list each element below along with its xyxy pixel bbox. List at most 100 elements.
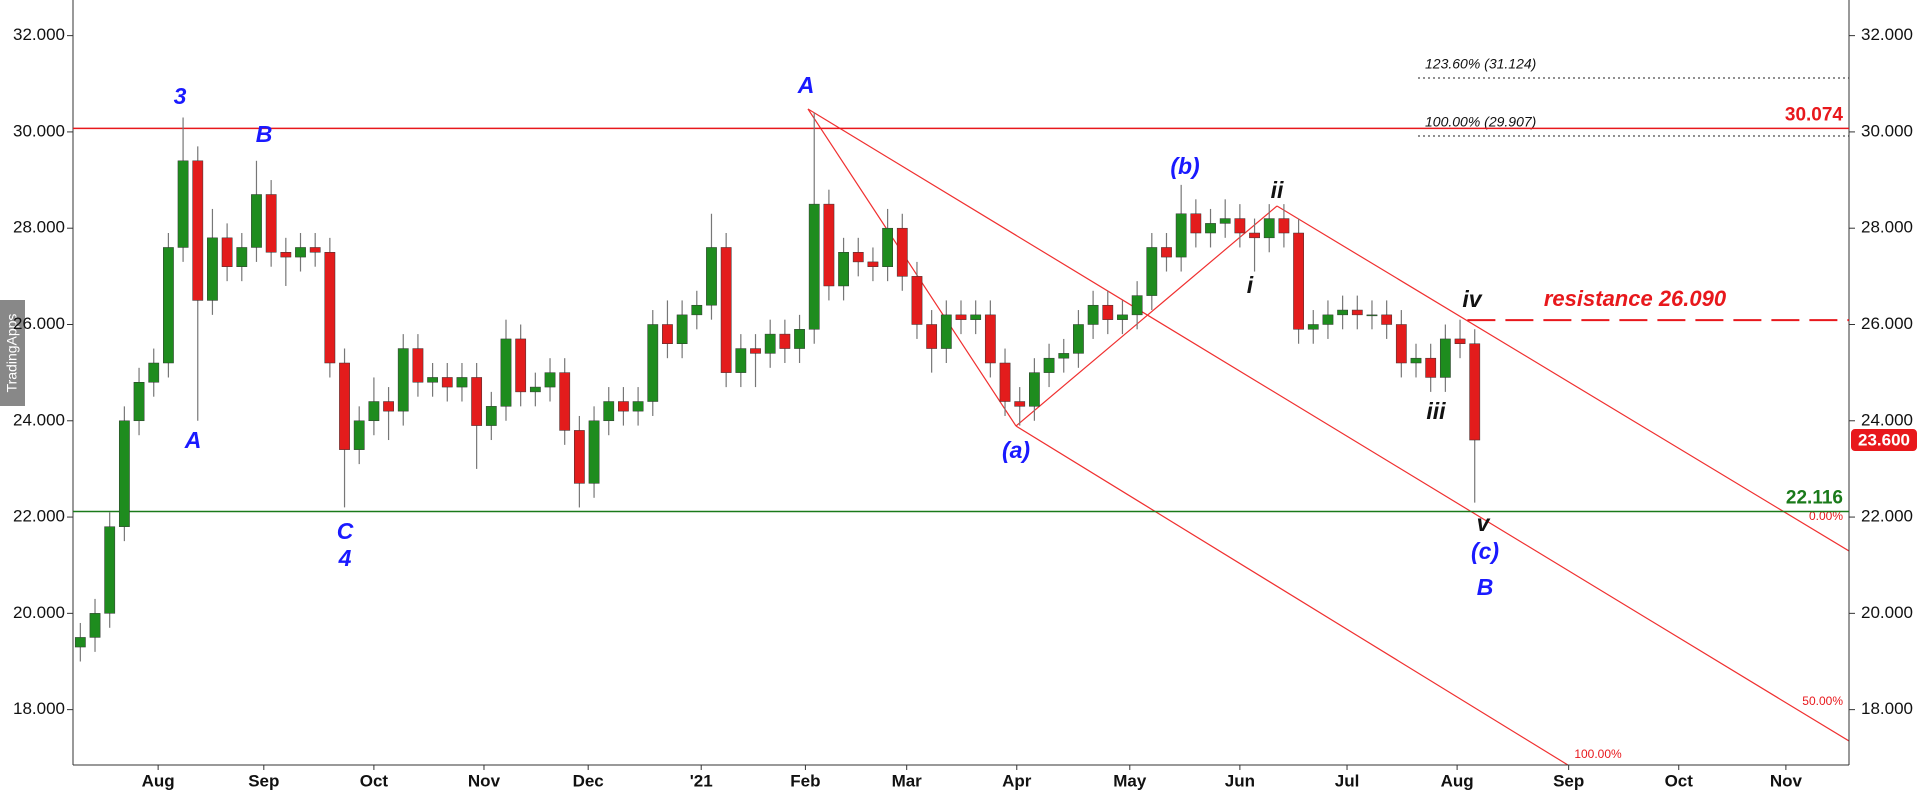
fib-label: 100.00% [1574, 747, 1622, 761]
candle-body [882, 227, 893, 267]
y-tick-label: 26.000 [13, 314, 65, 333]
price-tag-label: 23.600 [1858, 431, 1910, 450]
fib-label: 50.00% [1802, 694, 1843, 708]
x-tick-label: Aug [1441, 771, 1474, 790]
wave-label: ii [1271, 177, 1284, 203]
candle-body [427, 377, 438, 383]
candle-body [794, 329, 805, 349]
candle-body [1263, 218, 1275, 239]
candle-body [1425, 357, 1437, 378]
wave-label: A [797, 72, 815, 98]
channel-bottom [1015, 425, 1570, 765]
candle-body [265, 194, 277, 253]
candle-body [779, 333, 791, 349]
candle-body [500, 338, 512, 407]
candle-body [1381, 314, 1393, 325]
candle-body [1454, 338, 1466, 344]
candle-body [148, 362, 160, 383]
channel-mid [807, 108, 1849, 742]
y-tick-label: 28.000 [1861, 218, 1913, 237]
candle-body [163, 247, 174, 364]
wave-label: iii [1426, 398, 1446, 424]
candle-body [192, 160, 204, 301]
candle-body [1249, 232, 1260, 239]
wave-label: iv [1462, 286, 1482, 312]
candle-body [955, 314, 967, 320]
candle-body [515, 338, 527, 393]
candle-body [1175, 213, 1187, 258]
watermark-box [0, 300, 25, 406]
x-tick-label: Feb [790, 771, 820, 790]
candle-body [353, 420, 365, 450]
x-tick-label: Nov [1770, 771, 1803, 790]
x-tick-label: Aug [142, 771, 175, 790]
wave-label: (c) [1471, 538, 1499, 564]
y-tick-label: 30.000 [13, 121, 65, 140]
candle-body [441, 377, 453, 388]
candle-body [647, 324, 659, 402]
y-tick-label: 22.000 [1861, 507, 1913, 526]
candle-body [544, 372, 556, 388]
x-tick-label: '21 [690, 771, 713, 790]
candle-body [1469, 343, 1481, 441]
y-tick-label: 18.000 [13, 699, 65, 718]
candle-body [838, 252, 849, 287]
fib-label: 100.00% (29.907) [1425, 114, 1536, 130]
candle-body [1439, 338, 1451, 378]
y-tick-label: 32.000 [1861, 25, 1913, 44]
y-tick-label: 32.000 [13, 25, 65, 44]
candle-body [852, 252, 864, 263]
candle-body [1337, 309, 1349, 316]
candle-body [1322, 314, 1334, 325]
candle-body [1161, 247, 1172, 258]
candle-body [867, 261, 879, 267]
candle-body [588, 420, 600, 484]
x-tick-label: Oct [1665, 771, 1694, 790]
candle-body [118, 420, 130, 527]
y-tick-label: 22.000 [13, 507, 65, 526]
wave-label: v [1477, 510, 1491, 536]
candle-body [720, 247, 732, 373]
channel-lines [807, 108, 1849, 765]
candle-body [1073, 324, 1084, 354]
candle-body [940, 314, 952, 349]
candle-body [1307, 324, 1319, 330]
candle-body [1014, 401, 1026, 407]
x-tick-label: Oct [360, 771, 389, 790]
candle-body [221, 237, 233, 267]
candle-body [764, 333, 776, 354]
candle-body [1102, 304, 1114, 320]
x-tick-label: Sep [248, 771, 279, 790]
x-tick-label: Mar [892, 771, 923, 790]
fib-label: 0.00% [1809, 509, 1843, 523]
candle-body [691, 304, 703, 316]
candle-body [383, 401, 394, 412]
candle-body [559, 372, 571, 431]
y-tick-label: 20.000 [13, 603, 65, 622]
x-tick-label: Dec [573, 771, 604, 790]
candle-body [1351, 309, 1363, 316]
candle-body [1131, 295, 1143, 316]
candle-body [471, 377, 483, 426]
level-label: 30.074 [1785, 104, 1844, 125]
x-tick-label: Nov [468, 771, 501, 790]
y-tick-label: 28.000 [13, 218, 65, 237]
candle-body [1366, 314, 1378, 317]
candle-body [295, 247, 306, 258]
candle-body [603, 401, 615, 422]
candle-body [133, 382, 145, 422]
candle-body [1117, 314, 1128, 320]
price-tag [1851, 429, 1917, 452]
watermark: TradingApps [4, 314, 20, 393]
candle-body [984, 314, 996, 364]
candle-body [1205, 223, 1216, 234]
candle-body [1410, 357, 1422, 364]
level-label: 22.116 [1786, 487, 1843, 508]
y-tick-label: 30.000 [1861, 121, 1913, 140]
candle-body [368, 401, 380, 422]
candle-body [1293, 232, 1304, 330]
candle-body [412, 348, 424, 383]
candle-body [896, 227, 908, 277]
candle-body [1190, 213, 1202, 234]
